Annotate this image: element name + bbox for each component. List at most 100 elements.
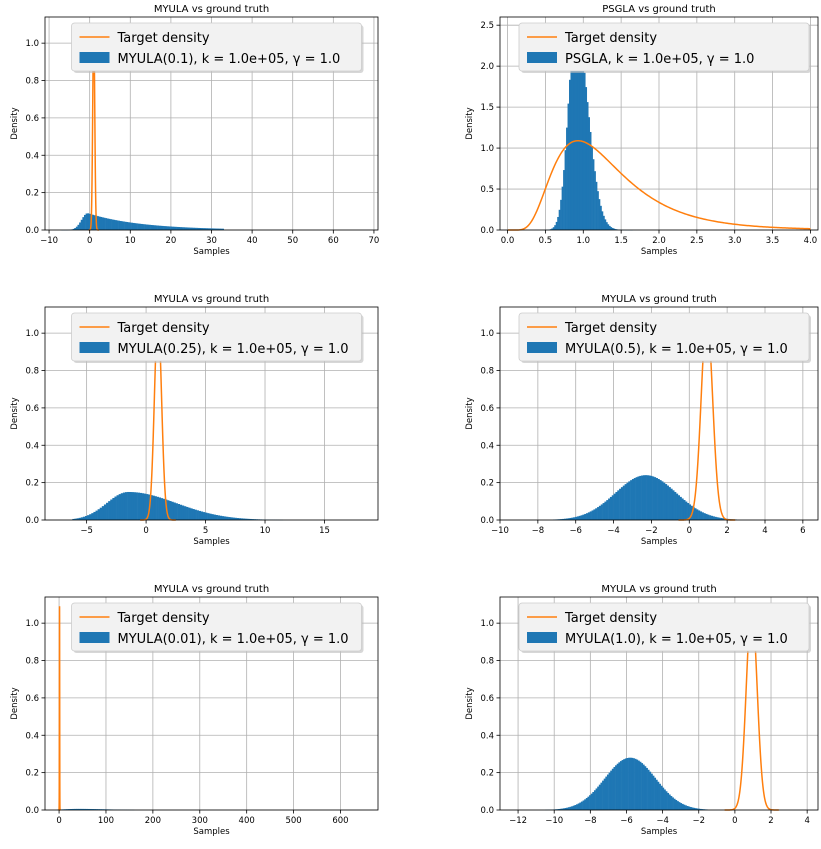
hist-bar xyxy=(601,504,603,520)
y-tick-label: 1.0 xyxy=(25,619,39,629)
hist-bar xyxy=(610,497,612,520)
hist-bar xyxy=(96,511,98,520)
hist-bar xyxy=(91,513,93,520)
hist-bar xyxy=(599,506,601,520)
hist-bar xyxy=(224,516,226,520)
hist-bar xyxy=(125,492,127,520)
target-density-line xyxy=(59,606,60,810)
hist-bar xyxy=(211,514,213,520)
hist-bar xyxy=(230,517,232,520)
x-tick-label: −12 xyxy=(509,816,527,826)
hist-bar xyxy=(581,515,583,520)
y-tick-label: 0.8 xyxy=(480,367,494,377)
hist-bar xyxy=(636,477,638,520)
y-tick-label: 0.6 xyxy=(480,694,494,704)
x-tick-label: −5 xyxy=(80,526,93,536)
hist-bar xyxy=(687,503,689,520)
hist-bar xyxy=(656,478,658,520)
y-axis-label: Density xyxy=(465,687,475,719)
hist-bar xyxy=(140,493,142,520)
legend-bar-swatch xyxy=(80,632,110,643)
hist-bar xyxy=(152,496,154,520)
hist-bar xyxy=(608,499,610,520)
x-axis-label: Samples xyxy=(193,537,230,547)
subplot-title: MYULA vs ground truth xyxy=(154,584,269,595)
hist-bar xyxy=(98,509,100,520)
legend-label-target: Target density xyxy=(564,321,657,336)
hist-bar xyxy=(131,492,133,520)
hist-bar xyxy=(705,514,707,520)
hist-bar xyxy=(716,517,718,520)
y-tick-label: 0.6 xyxy=(25,114,39,124)
hist-bar xyxy=(586,513,588,520)
x-tick-label: −6 xyxy=(569,526,582,536)
x-tick-label: 0 xyxy=(56,816,61,826)
hist-bar xyxy=(685,502,687,520)
y-tick-label: 0.4 xyxy=(25,731,39,741)
hist-bar xyxy=(606,500,608,520)
hist-bar xyxy=(127,492,129,520)
hist-bar xyxy=(100,508,102,520)
x-tick-label: 1.5 xyxy=(614,236,628,246)
hist-bar xyxy=(213,515,215,520)
hist-bar xyxy=(694,508,696,520)
hist-bar xyxy=(641,475,643,520)
x-axis-label: Samples xyxy=(641,827,678,837)
hist-bar xyxy=(650,476,652,520)
hist-bar xyxy=(645,475,647,520)
x-tick-label: 400 xyxy=(239,816,255,826)
hist-bar xyxy=(573,517,575,520)
y-tick-label: 0.8 xyxy=(480,657,494,667)
hist-bar xyxy=(647,475,649,520)
hist-bar xyxy=(592,510,594,520)
x-tick-label: −4 xyxy=(656,816,669,826)
y-tick-label: 0.2 xyxy=(25,189,39,199)
hist-bar xyxy=(637,476,639,520)
x-tick-label: 15 xyxy=(319,526,330,536)
hist-bar xyxy=(161,498,163,520)
hist-bar xyxy=(129,492,131,520)
hist-bar xyxy=(711,516,713,520)
hist-bar xyxy=(667,486,669,520)
hist-bar xyxy=(595,508,597,520)
hist-bar xyxy=(614,494,616,520)
x-tick-label: 2.5 xyxy=(690,236,704,246)
x-tick-label: 100 xyxy=(98,816,114,826)
y-tick-label: 0.4 xyxy=(480,441,494,451)
x-tick-label: −2 xyxy=(692,816,705,826)
x-tick-label: 2 xyxy=(768,816,773,826)
x-tick-label: 3.5 xyxy=(766,236,780,246)
hist-bar xyxy=(715,517,717,520)
hist-bar xyxy=(112,498,114,520)
hist-bar xyxy=(117,495,119,520)
x-tick-label: 70 xyxy=(369,236,380,246)
hist-bar xyxy=(625,484,627,520)
x-tick-label: 4 xyxy=(762,526,767,536)
subplot-title: MYULA vs ground truth xyxy=(154,294,269,305)
hist-bar xyxy=(658,479,660,520)
x-tick-label: 10 xyxy=(260,526,271,536)
x-tick-label: 300 xyxy=(192,816,208,826)
hist-bar xyxy=(674,492,676,520)
y-axis-label: Density xyxy=(10,687,20,719)
x-tick-label: 50 xyxy=(287,236,298,246)
y-tick-label: 0.5 xyxy=(480,185,494,195)
y-axis-label: Density xyxy=(465,397,475,429)
subplot-title: MYULA vs ground truth xyxy=(601,294,716,305)
hist-bar xyxy=(623,486,625,520)
hist-bar xyxy=(682,498,684,520)
y-tick-label: 0.8 xyxy=(25,77,39,87)
hist-bar xyxy=(81,517,83,520)
x-tick-label: 4.0 xyxy=(804,236,818,246)
hist-bar xyxy=(665,484,667,520)
hist-bar xyxy=(136,492,138,520)
y-tick-label: 2.5 xyxy=(480,21,494,31)
legend-label-hist: MYULA(0.1), k = 1.0e+05, γ = 1.0 xyxy=(118,52,341,67)
hist-bar xyxy=(628,481,630,520)
